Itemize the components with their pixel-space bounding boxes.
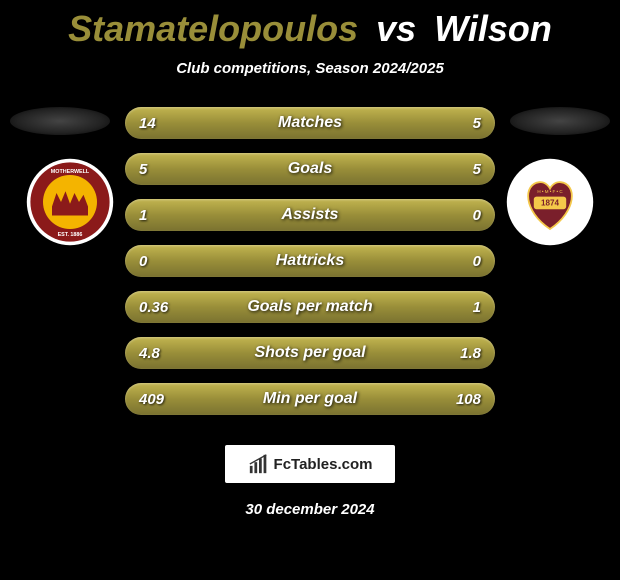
svg-text:H • M • F • C: H • M • F • C	[537, 189, 563, 194]
stat-left-value: 4.8	[139, 345, 160, 362]
stat-row: 4.8 Shots per goal 1.8	[125, 337, 495, 369]
comparison-title: Stamatelopoulos vs Wilson	[0, 0, 620, 50]
stat-right-value: 0	[473, 253, 481, 270]
hearts-crest-icon: 1874 H • M • F • C	[505, 157, 595, 247]
stat-left-value: 1	[139, 207, 147, 224]
stat-right-value: 5	[473, 115, 481, 132]
svg-text:1874: 1874	[541, 199, 559, 208]
stat-right-value: 5	[473, 161, 481, 178]
stat-left-value: 0.36	[139, 299, 168, 316]
stat-right-value: 1	[473, 299, 481, 316]
club-crest-left: MOTHERWELL EST. 1886	[25, 157, 115, 247]
vs-label: vs	[376, 8, 416, 49]
footer-logo: FcTables.com	[225, 445, 395, 483]
svg-text:MOTHERWELL: MOTHERWELL	[51, 169, 90, 175]
svg-text:EST. 1886: EST. 1886	[58, 232, 83, 238]
footer-date: 30 december 2024	[0, 501, 620, 518]
stat-row: 0.36 Goals per match 1	[125, 291, 495, 323]
player2-name: Wilson	[434, 8, 552, 49]
stat-right-value: 0	[473, 207, 481, 224]
stat-row: 1 Assists 0	[125, 199, 495, 231]
subtitle: Club competitions, Season 2024/2025	[0, 60, 620, 77]
stat-label: Matches	[125, 114, 495, 132]
club-crest-right: 1874 H • M • F • C	[505, 157, 595, 247]
stat-left-value: 0	[139, 253, 147, 270]
stat-row: 14 Matches 5	[125, 107, 495, 139]
player1-name: Stamatelopoulos	[68, 8, 358, 49]
stat-row: 5 Goals 5	[125, 153, 495, 185]
stat-label: Shots per goal	[125, 344, 495, 362]
stat-left-value: 409	[139, 391, 164, 408]
stat-label: Hattricks	[125, 252, 495, 270]
stat-bars: 14 Matches 5 5 Goals 5 1 Assists 0 0 Hat…	[125, 107, 495, 415]
stat-right-value: 108	[456, 391, 481, 408]
stat-label: Min per goal	[125, 390, 495, 408]
stat-right-value: 1.8	[460, 345, 481, 362]
motherwell-crest-icon: MOTHERWELL EST. 1886	[25, 157, 115, 247]
content-area: MOTHERWELL EST. 1886 1874 H • M • F • C …	[0, 107, 620, 518]
stat-row: 409 Min per goal 108	[125, 383, 495, 415]
stat-row: 0 Hattricks 0	[125, 245, 495, 277]
fctables-chart-icon	[248, 453, 270, 475]
stat-label: Goals	[125, 160, 495, 178]
shadow-right	[510, 107, 610, 135]
footer-logo-text: FcTables.com	[274, 456, 373, 473]
stat-label: Goals per match	[125, 298, 495, 316]
stat-left-value: 5	[139, 161, 147, 178]
stat-label: Assists	[125, 206, 495, 224]
stat-left-value: 14	[139, 115, 156, 132]
shadow-left	[10, 107, 110, 135]
